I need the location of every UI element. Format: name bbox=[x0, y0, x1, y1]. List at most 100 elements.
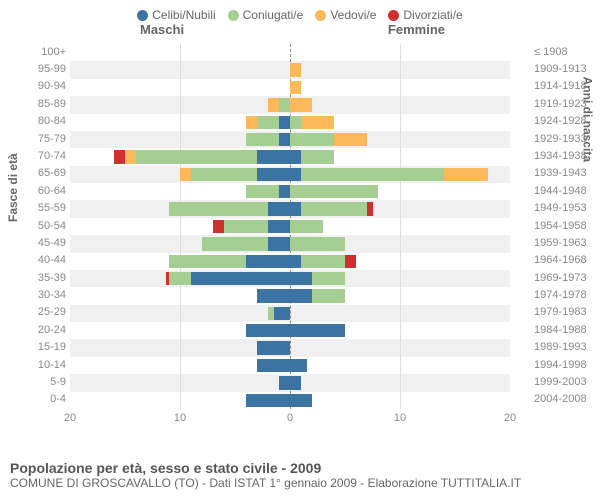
x-tick: 20 bbox=[504, 412, 516, 424]
birth-tick: 1989-1993 bbox=[534, 341, 592, 353]
bar-segment-male bbox=[202, 237, 268, 250]
bar-segment-female bbox=[290, 202, 301, 215]
birth-tick: 1924-1928 bbox=[534, 115, 592, 127]
age-tick: 40-44 bbox=[30, 254, 66, 266]
age-tick: 85-89 bbox=[30, 98, 66, 110]
age-tick: 65-69 bbox=[30, 167, 66, 179]
plot-area bbox=[70, 44, 510, 409]
age-tick: 5-9 bbox=[30, 376, 66, 388]
bar-segment-male bbox=[279, 116, 290, 129]
birth-tick: 1934-1938 bbox=[534, 150, 592, 162]
bar-segment-male bbox=[191, 168, 257, 181]
legend-swatch bbox=[388, 10, 399, 21]
bar-segment-female bbox=[301, 150, 334, 163]
bar-segment-female bbox=[290, 63, 301, 76]
legend-label: Vedovi/e bbox=[330, 8, 376, 22]
bar-segment-male bbox=[246, 116, 257, 129]
bar-segment-male bbox=[257, 168, 290, 181]
bar-segment-male bbox=[169, 255, 246, 268]
legend-item: Vedovi/e bbox=[315, 8, 376, 22]
age-tick: 50-54 bbox=[30, 220, 66, 232]
age-tick: 100+ bbox=[30, 46, 66, 58]
age-tick: 75-79 bbox=[30, 133, 66, 145]
birth-tick: 1949-1953 bbox=[534, 202, 592, 214]
birth-tick: 1984-1988 bbox=[534, 324, 592, 336]
x-axis: 201001020 bbox=[70, 412, 510, 428]
legend-item: Divorziati/e bbox=[388, 8, 462, 22]
bar-segment-female bbox=[290, 133, 334, 146]
bar-segment-female bbox=[290, 168, 301, 181]
bar-segment-male bbox=[279, 376, 290, 389]
bar-segment-female bbox=[290, 220, 323, 233]
birth-tick: 1974-1978 bbox=[534, 289, 592, 301]
header-male: Maschi bbox=[140, 22, 184, 37]
chart-subtitle: COMUNE DI GROSCAVALLO (TO) - Dati ISTAT … bbox=[10, 476, 521, 490]
legend-swatch bbox=[315, 10, 326, 21]
bar-segment-male bbox=[180, 168, 191, 181]
age-tick: 60-64 bbox=[30, 185, 66, 197]
bar-segment-male bbox=[268, 98, 279, 111]
bar-segment-male bbox=[257, 150, 290, 163]
bar-segment-female bbox=[290, 185, 378, 198]
bar-segment-female bbox=[290, 81, 301, 94]
birth-tick: 1969-1973 bbox=[534, 272, 592, 284]
legend-item: Coniugati/e bbox=[228, 8, 304, 22]
x-tick: 10 bbox=[394, 412, 406, 424]
age-tick: 45-49 bbox=[30, 237, 66, 249]
population-pyramid: Maschi Femmine Fasce di età Anni di nasc… bbox=[0, 22, 600, 442]
legend-item: Celibi/Nubili bbox=[137, 8, 215, 22]
age-tick: 0-4 bbox=[30, 393, 66, 405]
bar-segment-male bbox=[125, 150, 136, 163]
legend-label: Coniugati/e bbox=[243, 8, 304, 22]
bar-segment-male bbox=[169, 202, 268, 215]
bar-segment-female bbox=[334, 133, 367, 146]
birth-tick: 1914-1918 bbox=[534, 80, 592, 92]
bar-segment-female bbox=[290, 289, 312, 302]
age-tick: 20-24 bbox=[30, 324, 66, 336]
bar-segment-male bbox=[257, 116, 279, 129]
birth-tick: 1954-1958 bbox=[534, 220, 592, 232]
birth-tick: 1909-1913 bbox=[534, 63, 592, 75]
age-tick: 10-14 bbox=[30, 359, 66, 371]
bar-segment-male bbox=[257, 359, 290, 372]
bar-segment-female bbox=[290, 359, 307, 372]
age-tick: 55-59 bbox=[30, 202, 66, 214]
bar-segment-male bbox=[268, 307, 274, 320]
bar-segment-female bbox=[444, 168, 488, 181]
x-tick: 20 bbox=[64, 412, 76, 424]
bar-segment-female bbox=[290, 394, 312, 407]
bar-segment-male bbox=[246, 394, 290, 407]
bar-segment-male bbox=[279, 185, 290, 198]
bar-segment-female bbox=[290, 116, 301, 129]
age-tick: 80-84 bbox=[30, 115, 66, 127]
bar-segment-female bbox=[301, 202, 367, 215]
bar-segment-male bbox=[246, 255, 290, 268]
bar-segment-male bbox=[191, 272, 290, 285]
legend-swatch bbox=[228, 10, 239, 21]
birth-tick: 1964-1968 bbox=[534, 254, 592, 266]
bar-segment-male bbox=[279, 98, 290, 111]
bar-segment-female bbox=[312, 289, 345, 302]
age-tick: 35-39 bbox=[30, 272, 66, 284]
bar-segment-female bbox=[301, 116, 334, 129]
bar-segment-female bbox=[290, 376, 301, 389]
x-tick: 0 bbox=[287, 412, 293, 424]
bar-segment-male bbox=[274, 307, 291, 320]
bar-segment-male bbox=[279, 133, 290, 146]
bar-segment-male bbox=[246, 185, 279, 198]
birth-tick: 2004-2008 bbox=[534, 393, 592, 405]
bar-segment-female bbox=[301, 255, 345, 268]
bar-segment-male bbox=[224, 220, 268, 233]
bar-segment-male bbox=[246, 133, 279, 146]
bar-segment-female bbox=[290, 272, 312, 285]
bar-segment-female bbox=[367, 202, 373, 215]
bar-segment-male bbox=[114, 150, 125, 163]
chart-title: Popolazione per età, sesso e stato civil… bbox=[10, 460, 521, 476]
bar-segment-male bbox=[136, 150, 257, 163]
bar-segment-male bbox=[268, 202, 290, 215]
bar-segment-female bbox=[290, 150, 301, 163]
legend-label: Celibi/Nubili bbox=[152, 8, 215, 22]
birth-tick: ≤ 1908 bbox=[534, 46, 592, 58]
birth-tick: 1979-1983 bbox=[534, 306, 592, 318]
birth-tick: 1999-2003 bbox=[534, 376, 592, 388]
